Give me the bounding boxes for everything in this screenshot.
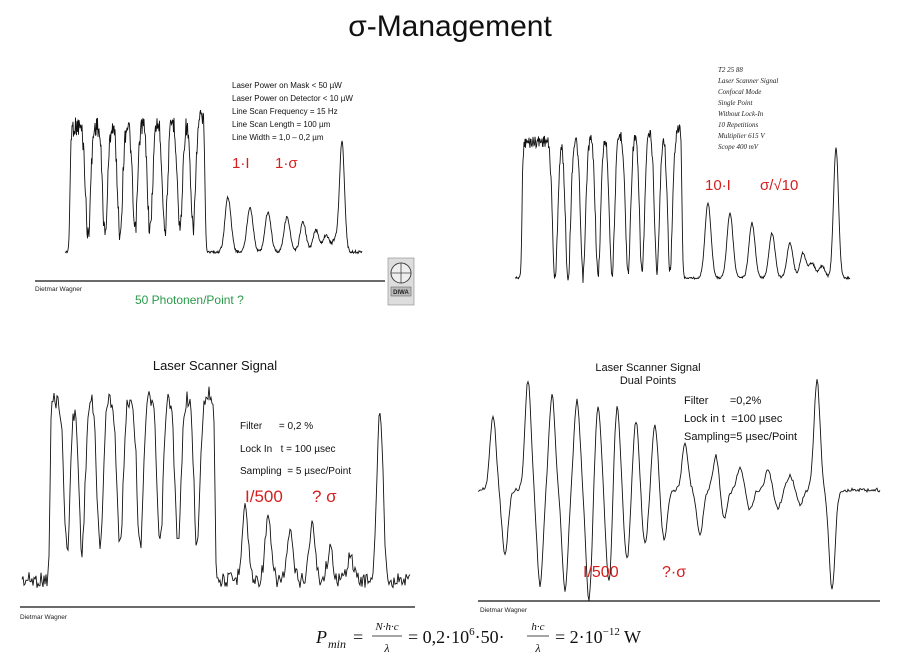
fraction-numerator: N·h·c (374, 621, 398, 633)
slide-title: σ-Management (348, 10, 552, 43)
formula-exponent: 6 (469, 626, 475, 638)
annotation: ?·σ (662, 564, 686, 581)
note: Line Scan Length = 100 µm (232, 120, 331, 129)
fraction-numerator: h·c (531, 621, 544, 633)
note: Sampling = 5 µsec/Point (240, 466, 351, 477)
note: Lock in t =100 µsec (684, 413, 783, 425)
signal-trace (64, 110, 363, 255)
note: Without Lock-In (718, 110, 764, 118)
annotation: I/500 (583, 564, 619, 581)
formula-exponent: −12 (603, 626, 620, 638)
note: Scope 400 mV (718, 143, 759, 151)
panel-bottom-right: Laser Scanner Signal Dual Points Filter … (477, 362, 881, 614)
note: Confocal Mode (718, 88, 761, 96)
signal-trace (21, 386, 411, 589)
annotation: ? σ (312, 487, 337, 506)
note: Filter =0,2% (684, 395, 762, 407)
note: Multiplier 615 V (717, 132, 765, 140)
author: Dietmar Wagner (35, 286, 83, 293)
logo: DIWA (387, 257, 415, 306)
note: Line Scan Frequency = 15 Hz (232, 107, 338, 116)
annotation: 1·I (232, 155, 250, 172)
note: 10 Repetitions (718, 121, 759, 129)
logo-text: DIWA (393, 290, 409, 296)
panel-top-right: T2 25 88 Laser Scanner Signal Confocal M… (515, 66, 851, 283)
caption: 50 Photonen/Point ? (135, 293, 244, 307)
formula-equals: = (353, 627, 363, 647)
annotation: 1·σ (275, 155, 298, 172)
author: Dietmar Wagner (480, 607, 528, 614)
signal-trace (515, 124, 851, 283)
annotation: 10·I (705, 177, 731, 194)
formula-expression: = 0,2·106·50· (408, 626, 505, 647)
fraction-denominator: λ (534, 641, 540, 655)
panel-title: Laser Scanner Signal (595, 362, 700, 374)
annotation: I/500 (245, 487, 283, 506)
note: Laser Power on Detector < 10 µW (232, 94, 353, 103)
fraction-denominator: λ (383, 641, 389, 655)
panel-top-left: Laser Power on Mask < 50 µW Laser Power … (35, 81, 415, 307)
annotation: σ/√10 (760, 177, 798, 194)
note: Sampling=5 µsec/Point (684, 431, 797, 443)
author: Dietmar Wagner (20, 614, 68, 621)
signal-trace (477, 379, 881, 601)
note: Lock In t = 100 µsec (240, 444, 336, 455)
panel-bottom-left: Laser Scanner Signal Filter = 0,2 % Lock… (20, 358, 415, 621)
note: T2 25 88 (718, 66, 743, 74)
formula-part: ·50· (475, 627, 505, 647)
formula-subscript: min (328, 637, 346, 651)
note: Laser Scanner Signal (717, 77, 778, 85)
note: Single Point (718, 99, 753, 107)
formula-unit: W (620, 627, 641, 647)
formula-expression: = 2·10−12 W (555, 626, 641, 647)
formula-symbol: P (315, 627, 327, 647)
note: Laser Power on Mask < 50 µW (232, 81, 342, 90)
formula: P min = N·h·c λ = 0,2·106·50· h·c λ = 2·… (315, 621, 641, 655)
formula-part: = 2·10 (555, 627, 603, 647)
panel-title: Laser Scanner Signal (153, 358, 277, 373)
formula-part: = 0,2·10 (408, 627, 469, 647)
note: Filter = 0,2 % (240, 421, 313, 432)
panel-subtitle: Dual Points (620, 375, 677, 387)
note: Line Width = 1,0 – 0,2 µm (232, 133, 324, 142)
